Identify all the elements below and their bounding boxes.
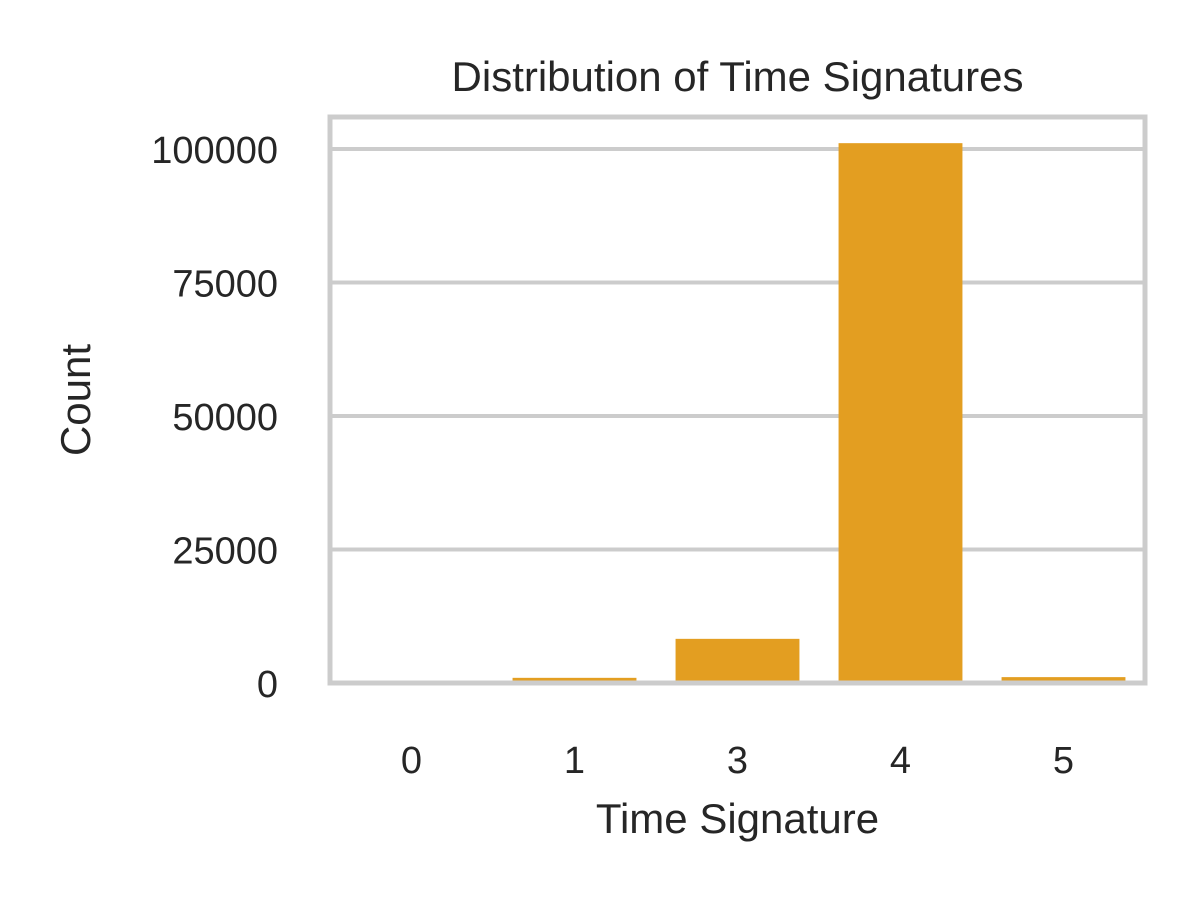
y-tick-label: 75000 xyxy=(172,264,278,306)
x-tick-labels: 0 1 3 4 5 xyxy=(401,740,1074,782)
y-axis-label: Count xyxy=(52,344,99,456)
bar-5 xyxy=(1001,677,1126,683)
y-tick-labels: 0 25000 50000 75000 100000 xyxy=(151,130,278,706)
y-tick-label: 25000 xyxy=(172,531,278,573)
x-tick-label: 1 xyxy=(564,740,585,782)
x-tick-label: 0 xyxy=(401,740,422,782)
x-tick-label: 5 xyxy=(1053,740,1074,782)
bar-1 xyxy=(512,677,637,683)
y-tick-label: 100000 xyxy=(151,130,278,172)
bar-3 xyxy=(675,638,800,683)
y-tick-label: 50000 xyxy=(172,397,278,439)
chart-title: Distribution of Time Signatures xyxy=(452,53,1024,100)
x-axis-label: Time Signature xyxy=(596,795,879,842)
bars xyxy=(349,143,1126,683)
bar-4 xyxy=(838,143,963,683)
y-tick-label: 0 xyxy=(257,664,278,706)
x-tick-label: 3 xyxy=(727,740,748,782)
x-tick-label: 4 xyxy=(890,740,911,782)
plot-frame xyxy=(327,114,1148,686)
